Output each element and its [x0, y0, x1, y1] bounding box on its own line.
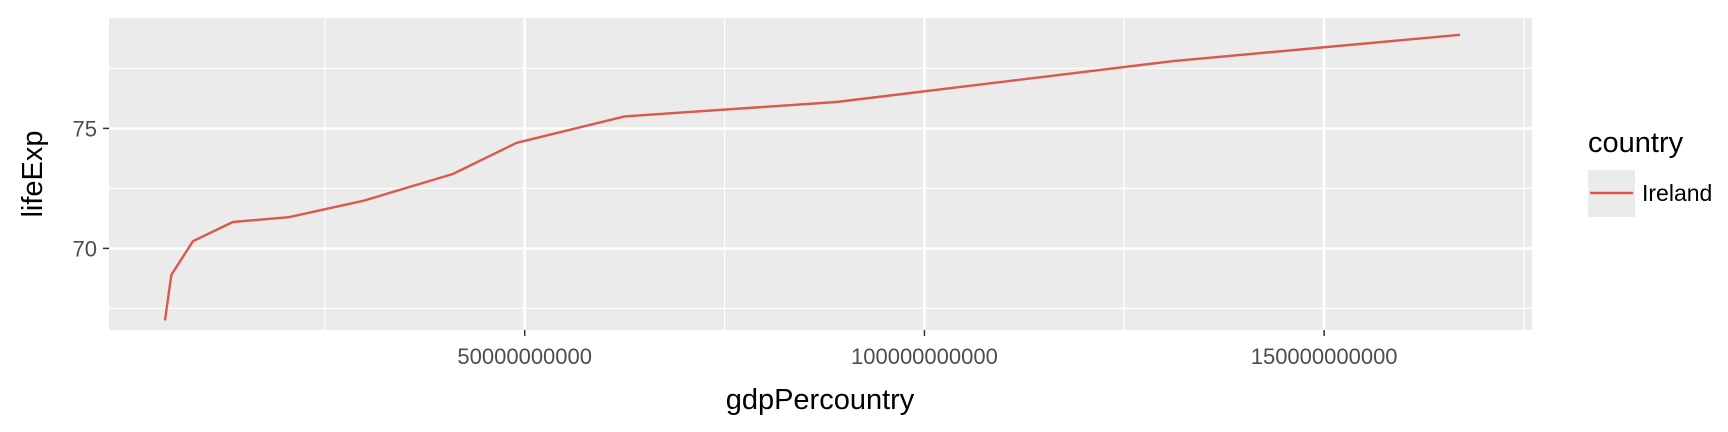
y-tick-label-0: 70 — [73, 236, 97, 261]
plot-background — [109, 18, 1532, 330]
y-tick-label-1: 75 — [73, 116, 97, 141]
major-gridlines — [109, 18, 1532, 330]
x-axis: 50000000000 100000000000 150000000000 — [457, 330, 1398, 369]
x-tick-label-2: 150000000000 — [1251, 344, 1398, 369]
y-axis: 70 75 — [73, 116, 109, 261]
series-line-ireland — [163, 33, 1461, 321]
legend: country Ireland — [1588, 127, 1712, 217]
x-tick-label-1: 100000000000 — [851, 344, 998, 369]
y-axis-title: lifeExp — [17, 130, 49, 217]
x-tick-label-0: 50000000000 — [457, 344, 592, 369]
series-layer — [163, 33, 1461, 321]
x-axis-title: gdpPercountry — [726, 384, 915, 416]
legend-label-ireland: Ireland — [1642, 180, 1712, 206]
legend-title: country — [1588, 127, 1684, 159]
minor-gridlines — [109, 18, 1532, 330]
